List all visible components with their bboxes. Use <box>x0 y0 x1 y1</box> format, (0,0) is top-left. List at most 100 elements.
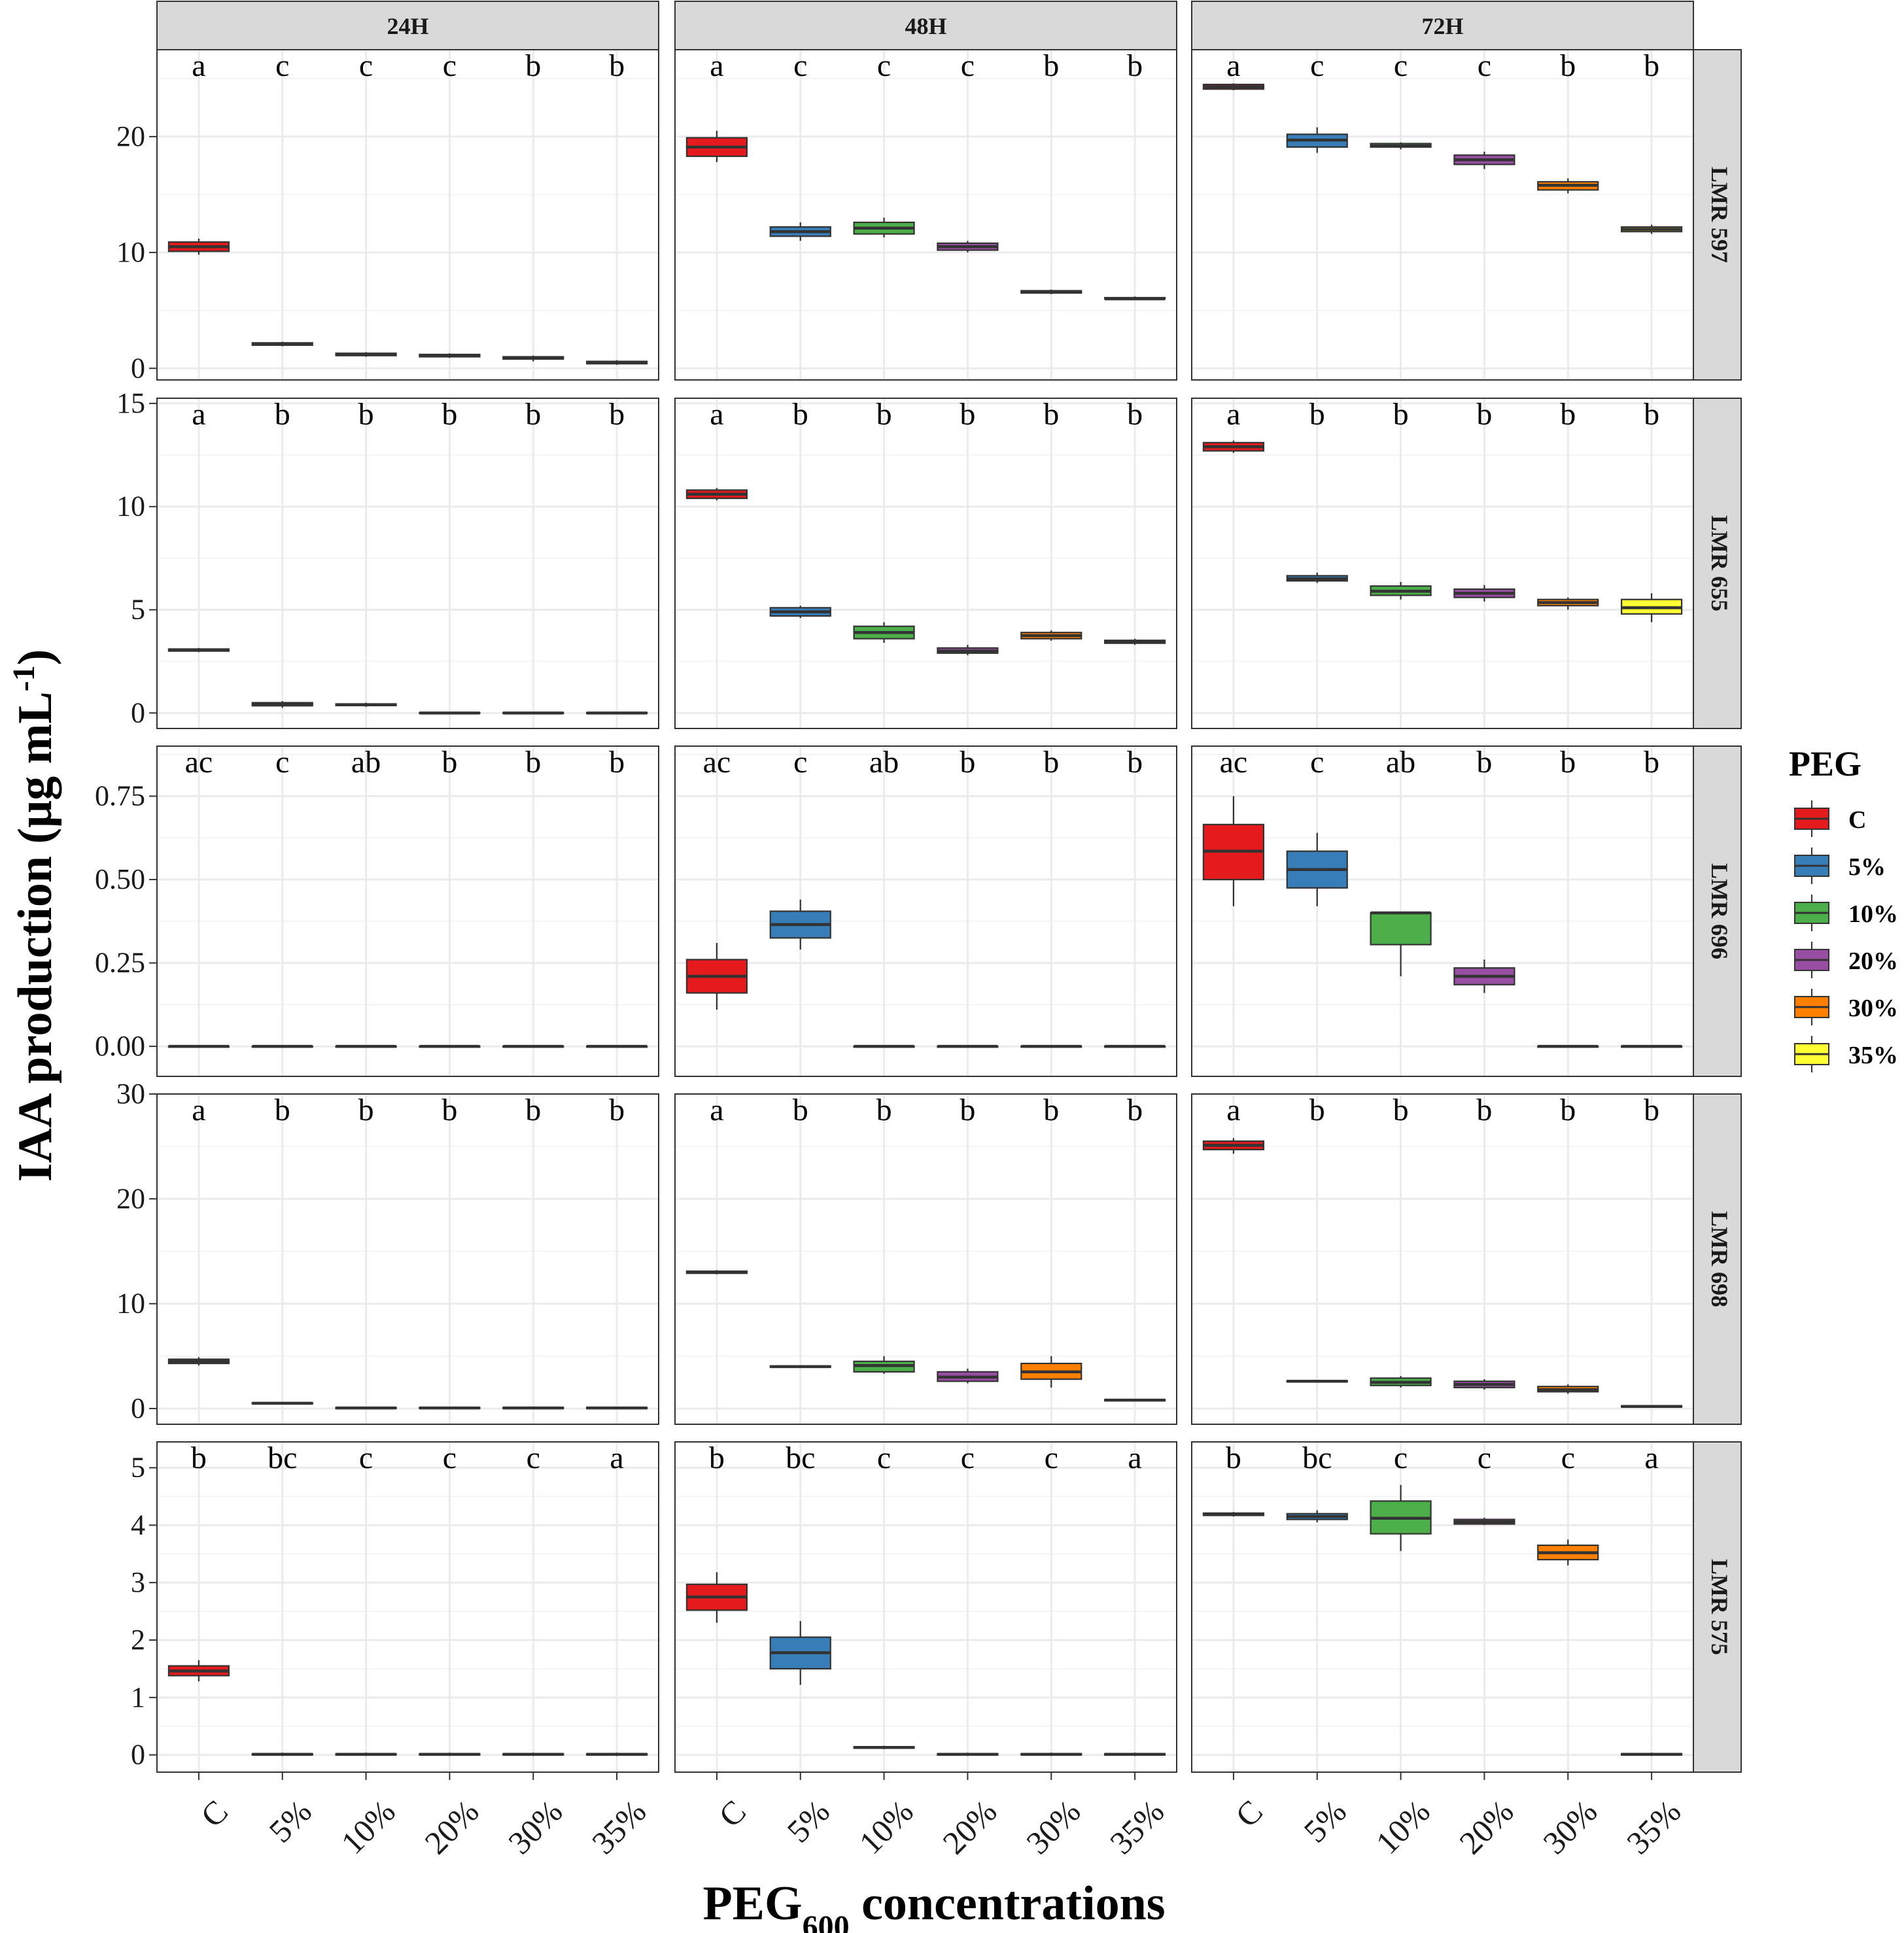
box-5pct <box>1286 1380 1348 1383</box>
box-35pct <box>1103 638 1166 645</box>
box-35pct <box>1620 1405 1683 1408</box>
significance-letter: b <box>358 397 374 432</box>
box-35pct <box>585 1753 648 1756</box>
box-10pct <box>853 1044 915 1048</box>
box-5pct <box>769 1365 831 1369</box>
x-tick-label: 5% <box>780 1793 837 1850</box>
box-30pct <box>1537 1044 1599 1048</box>
significance-letter: b <box>1476 397 1492 432</box>
panel-background <box>1192 398 1693 728</box>
box-35pct <box>585 1406 648 1410</box>
row-strip-label: LMR 575 <box>1706 1559 1733 1655</box>
panel-background <box>157 398 659 728</box>
panel-background <box>675 398 1177 728</box>
panel-background <box>1192 50 1693 380</box>
significance-letter: b <box>1309 397 1325 432</box>
significance-letter: c <box>877 1441 891 1475</box>
significance-letter: b <box>525 397 541 432</box>
legend-label: 10% <box>1848 900 1898 928</box>
significance-letter: c <box>1478 48 1491 83</box>
significance-letter: c <box>961 1441 975 1475</box>
x-tick-label: 10% <box>1368 1793 1436 1861</box>
box-30pct <box>502 1044 564 1048</box>
box-10pct <box>1370 581 1432 600</box>
significance-letter: b <box>441 397 457 432</box>
box-10pct <box>853 1745 915 1749</box>
box-30pct <box>1537 178 1599 194</box>
box-20pct <box>419 353 481 358</box>
x-tick-label: 10% <box>334 1793 402 1861</box>
column-strip-24h <box>156 1 659 50</box>
significance-letter: b <box>1560 48 1576 83</box>
significance-letter: bc <box>268 1441 297 1475</box>
significance-letter: b <box>1560 1093 1576 1127</box>
significance-letter: bc <box>1302 1441 1332 1475</box>
panel-border <box>1191 398 1694 729</box>
box-5pct <box>251 341 313 347</box>
significance-letter: b <box>876 1093 892 1127</box>
significance-letter: c <box>443 48 457 83</box>
panel-background <box>157 1094 659 1424</box>
y-tick-label: 0.00 <box>95 1030 145 1062</box>
box-20pct <box>1453 1379 1515 1390</box>
legend-item-35pct: 35% <box>1794 1036 1898 1072</box>
column-strip-label: 48H <box>905 13 946 39</box>
significance-letter: c <box>1310 745 1324 779</box>
significance-letter: b <box>525 1093 541 1127</box>
significance-letter: a <box>192 48 205 83</box>
x-tick-label: 10% <box>852 1793 920 1861</box>
panel-background <box>1192 746 1693 1076</box>
box-10pct <box>335 702 397 707</box>
significance-letter: b <box>1476 1093 1492 1127</box>
panel-border <box>1191 1093 1694 1425</box>
significance-letter: b <box>1560 745 1576 779</box>
significance-letter: b <box>525 48 541 83</box>
x-tick-label: 5% <box>262 1793 319 1850</box>
legend-item-10pct: 10% <box>1794 895 1898 931</box>
panel-lmr-696-24h: ac c ab b b b <box>156 745 659 1077</box>
significance-letter: b <box>1127 1093 1143 1127</box>
box-C <box>167 647 230 653</box>
box-20pct <box>1453 959 1515 993</box>
box-20pct <box>419 1753 481 1756</box>
significance-letter: ac <box>185 745 213 779</box>
x-tick-label: 20% <box>935 1793 1003 1861</box>
significance-letter: b <box>709 1441 725 1475</box>
panel-border <box>674 49 1177 381</box>
box-30pct <box>1020 1753 1082 1756</box>
significance-letter: c <box>1561 1441 1575 1475</box>
row-strip-lmr-655 <box>1693 398 1742 729</box>
significance-letter: b <box>191 1441 207 1475</box>
significance-letter: b <box>1393 397 1409 432</box>
y-tick-label: 10 <box>116 236 145 268</box>
y-tick-label: 20 <box>116 120 145 152</box>
significance-letter: b <box>960 397 975 432</box>
panel-background <box>1192 1442 1693 1772</box>
panel-border <box>156 1093 659 1425</box>
significance-letter: b <box>1127 48 1143 83</box>
x-tick-label: 30% <box>501 1793 569 1861</box>
y-tick-label: 0 <box>131 352 145 384</box>
significance-letter: b <box>1127 745 1143 779</box>
significance-letter: b <box>793 1093 808 1127</box>
significance-letter: b <box>1476 745 1492 779</box>
box-35pct <box>585 711 648 715</box>
x-tick-label: 35% <box>1619 1793 1688 1861</box>
significance-letter: b <box>1644 745 1659 779</box>
y-title-superscript: -1 <box>7 665 41 691</box>
box-10pct <box>335 352 397 357</box>
box-5pct <box>769 1621 831 1685</box>
box-5pct <box>251 1044 313 1048</box>
box-30pct <box>502 1406 564 1410</box>
box-20pct <box>419 711 481 715</box>
box-C <box>685 488 748 501</box>
panel-border <box>156 1441 659 1773</box>
x-tick-label: C <box>194 1793 235 1834</box>
box-35pct <box>1103 1753 1166 1756</box>
x-title-subscript: 600 <box>803 1909 850 1933</box>
